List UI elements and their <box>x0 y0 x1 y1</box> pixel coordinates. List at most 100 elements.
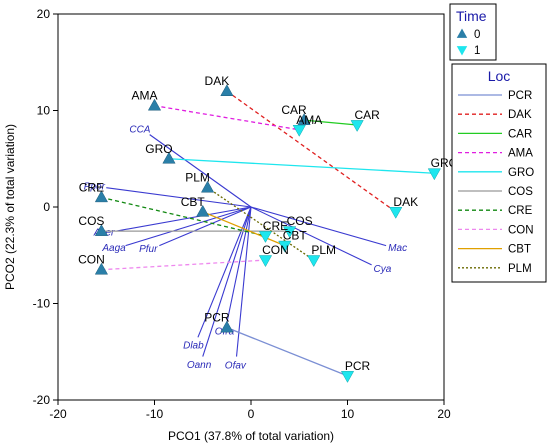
vector-line <box>159 206 252 247</box>
vector-line <box>226 206 252 323</box>
vector-line <box>115 206 252 232</box>
marker-time-1 <box>282 226 297 239</box>
trajectory-pcr <box>226 327 348 377</box>
vector-line <box>235 206 252 357</box>
marker-time-0 <box>94 190 109 203</box>
vector-label: CCA <box>129 124 150 135</box>
x-axis-title: PCO1 (37.8% of total variation) <box>168 429 334 443</box>
marker-time-0 <box>297 113 311 125</box>
y-tick-label: 0 <box>43 200 50 214</box>
site-label: PCR <box>204 311 230 325</box>
marker-time-1 <box>350 120 364 132</box>
marker-time-1 <box>427 168 441 181</box>
site-label: GRO <box>145 142 172 156</box>
vector-label: Oann <box>187 360 212 371</box>
vector-label: Mac <box>388 243 407 254</box>
site-label: COS <box>287 214 313 228</box>
marker-time-0 <box>220 320 234 333</box>
loc-legend-label: AMA <box>508 148 533 160</box>
site-label: DAK <box>393 195 418 209</box>
site-label: CBT <box>283 229 308 243</box>
loc-legend-label: CRE <box>508 205 533 217</box>
trajectory-cre <box>101 196 266 237</box>
vector-line <box>250 206 372 266</box>
y-axis: 20 10 0 -10 -20 <box>33 7 58 407</box>
loc-legend-label: PCR <box>508 90 532 102</box>
marker-time-1 <box>258 255 273 268</box>
marker-time-0 <box>200 180 215 193</box>
loc-legend: Loc PCR DAK CAR AMA GRO COS CRE CON CBT PLM <box>451 63 547 283</box>
site-label: CRE <box>263 219 288 233</box>
time-legend-label: 0 <box>474 29 480 41</box>
site-label: DAK <box>205 74 230 88</box>
x-tick-label: -10 <box>146 407 164 421</box>
trajectory-car <box>304 119 358 126</box>
marker-time-1 <box>389 207 403 219</box>
trajectory-gro <box>168 158 435 174</box>
loc-legend-label: PLM <box>508 263 532 275</box>
loc-legend-label: CON <box>508 224 534 236</box>
site-label: CON <box>78 253 105 267</box>
loc-legend-title: Loc <box>488 68 511 84</box>
marker-time-1 <box>258 231 273 243</box>
marker-time-0 <box>94 224 109 236</box>
x-tick-label: 0 <box>248 407 255 421</box>
x-tick-label: -20 <box>49 407 67 421</box>
trajectory-cbt <box>202 211 286 247</box>
loc-legend-label: CBT <box>508 244 531 256</box>
vector-label: Dlab <box>183 341 204 352</box>
x-tick-label: 10 <box>341 407 355 421</box>
site-label: CAR <box>281 103 307 117</box>
time-legend-box <box>449 3 497 61</box>
y-tick-label: 10 <box>37 104 51 118</box>
marker-time-1 <box>278 240 292 253</box>
marker-time-1 <box>292 125 306 137</box>
time-legend-marker <box>456 28 468 38</box>
time-legend: Time 0 1 <box>449 3 497 61</box>
point-markers <box>94 84 441 383</box>
marker-time-1 <box>307 255 321 268</box>
trajectory-plm <box>207 187 315 261</box>
y-tick-label: 20 <box>37 7 51 21</box>
time-legend-label: 1 <box>474 45 480 57</box>
marker-time-0 <box>94 262 109 275</box>
vector-line <box>202 206 252 357</box>
loc-legend-box <box>451 63 547 283</box>
time-legend-title: Time <box>456 8 487 24</box>
vector-line <box>106 187 252 208</box>
site-label: CON <box>262 243 289 257</box>
site-label: GRO <box>431 156 458 170</box>
marker-time-1 <box>340 371 355 383</box>
marker-time-0 <box>220 84 234 96</box>
site-label: AMA <box>296 113 322 127</box>
y-axis-title: PCO2 (22.3% of total variation) <box>3 124 17 290</box>
site-label: CAR <box>354 108 380 122</box>
y-tick-label: -10 <box>33 297 51 311</box>
site-label: PCR <box>345 359 371 373</box>
site-label: CRE <box>79 180 104 194</box>
site-label: PLM <box>311 243 336 257</box>
vector-label: Pfur <box>139 244 158 255</box>
site-label: AMA <box>131 89 157 103</box>
marker-time-0 <box>147 98 162 111</box>
site-label: CBT <box>181 195 206 209</box>
x-tick-label: 20 <box>437 407 451 421</box>
marker-time-0 <box>196 204 210 217</box>
time-legend-marker <box>456 46 468 56</box>
trajectory-con <box>101 259 266 271</box>
vector-label: Cya <box>374 264 392 275</box>
vector-line <box>125 206 252 247</box>
site-label: COS <box>78 214 104 228</box>
vector-label: Ppor <box>84 182 106 193</box>
trajectory-lines <box>101 90 435 377</box>
trajectory-ama <box>154 105 300 131</box>
marker-time-0 <box>162 151 176 164</box>
loc-legend-label: GRO <box>508 167 534 179</box>
x-axis: -20 -10 0 10 20 <box>49 400 451 421</box>
y-tick-label: -20 <box>33 393 51 407</box>
vector-line <box>250 206 387 247</box>
vector-label: Aaga <box>101 243 126 254</box>
site-label: PLM <box>185 171 210 185</box>
